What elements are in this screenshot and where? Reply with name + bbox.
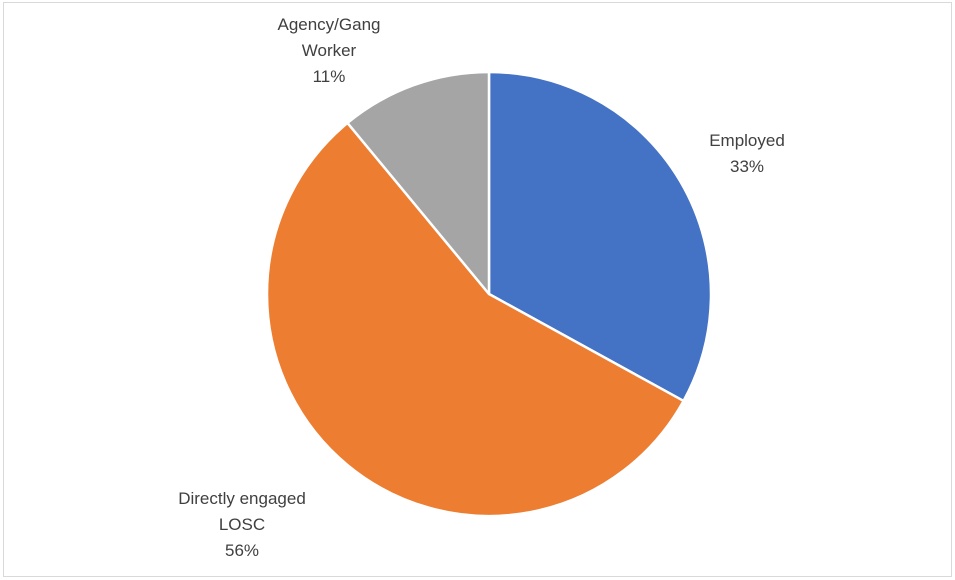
data-label-employed: Employed 33% xyxy=(672,128,822,180)
data-label-employed-line-1: Employed xyxy=(709,131,785,150)
pie-chart xyxy=(265,70,713,518)
data-label-agency-gang-worker: Agency/Gang Worker 11% xyxy=(254,12,404,90)
pie-slice-agency-gang-worker xyxy=(346,70,491,296)
data-label-agency-line-2: Worker xyxy=(301,41,357,60)
chart-area: Employed 33% Directly engaged LOSC 56% A… xyxy=(3,2,952,577)
data-label-directly-engaged-line-2: LOSC xyxy=(218,515,266,534)
pie-slice-employed xyxy=(487,70,713,403)
data-label-employed-percent: 33% xyxy=(729,157,765,176)
data-label-agency-line-1: Agency/Gang xyxy=(277,15,381,34)
data-label-directly-engaged-percent: 56% xyxy=(224,541,260,560)
data-label-directly-engaged-line-1: Directly engaged xyxy=(178,489,306,508)
data-label-directly-engaged-losc: Directly engaged LOSC 56% xyxy=(152,486,332,564)
pie-slice-directly-engaged-losc xyxy=(265,121,685,518)
data-label-agency-percent: 11% xyxy=(312,67,346,86)
